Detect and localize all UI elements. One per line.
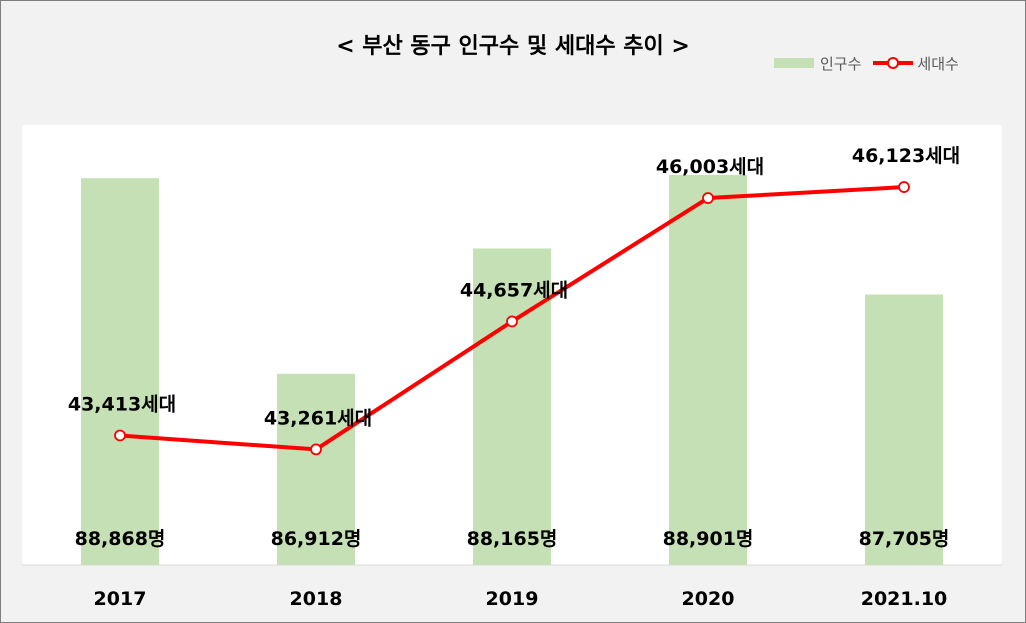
chart-title: < 부산 동구 인구수 및 세대수 추이 > bbox=[336, 34, 690, 59]
x-tick-label: 2019 bbox=[486, 588, 539, 610]
household-point bbox=[310, 443, 322, 456]
household-data-label: 44,657세대 bbox=[460, 279, 568, 301]
population-data-label: 88,901명 bbox=[663, 528, 754, 550]
household-data-label: 43,413세대 bbox=[68, 393, 176, 415]
household-data-label: 46,123세대 bbox=[852, 145, 960, 167]
household-data-label: 43,261세대 bbox=[264, 407, 372, 429]
x-tick-label: 2018 bbox=[290, 588, 343, 610]
bar bbox=[81, 178, 159, 565]
bar bbox=[669, 174, 747, 565]
household-data-label: 46,003세대 bbox=[656, 156, 764, 178]
legend: 인구수 세대수 bbox=[774, 52, 971, 74]
household-point bbox=[506, 315, 518, 328]
x-tick-label: 2020 bbox=[682, 588, 735, 610]
x-tick-label: 2021.10 bbox=[861, 588, 948, 610]
bar bbox=[473, 248, 551, 565]
legend-swatch-population bbox=[774, 58, 814, 68]
legend-item-population: 인구수 bbox=[774, 53, 861, 74]
population-data-label: 88,165명 bbox=[467, 528, 558, 550]
bar bbox=[277, 373, 355, 565]
legend-item-households: 세대수 bbox=[873, 53, 959, 74]
household-point bbox=[702, 192, 714, 204]
population-data-label: 87,705명 bbox=[859, 528, 950, 550]
legend-label-households: 세대수 bbox=[917, 54, 959, 73]
legend-swatch-households bbox=[873, 57, 914, 69]
household-point bbox=[898, 181, 910, 193]
population-data-label: 86,912명 bbox=[271, 528, 362, 550]
legend-label-population: 인구수 bbox=[820, 54, 862, 73]
x-tick-label: 2017 bbox=[94, 588, 147, 610]
bar bbox=[865, 294, 943, 565]
population-data-label: 88,868명 bbox=[75, 528, 166, 550]
household-point bbox=[114, 429, 126, 442]
